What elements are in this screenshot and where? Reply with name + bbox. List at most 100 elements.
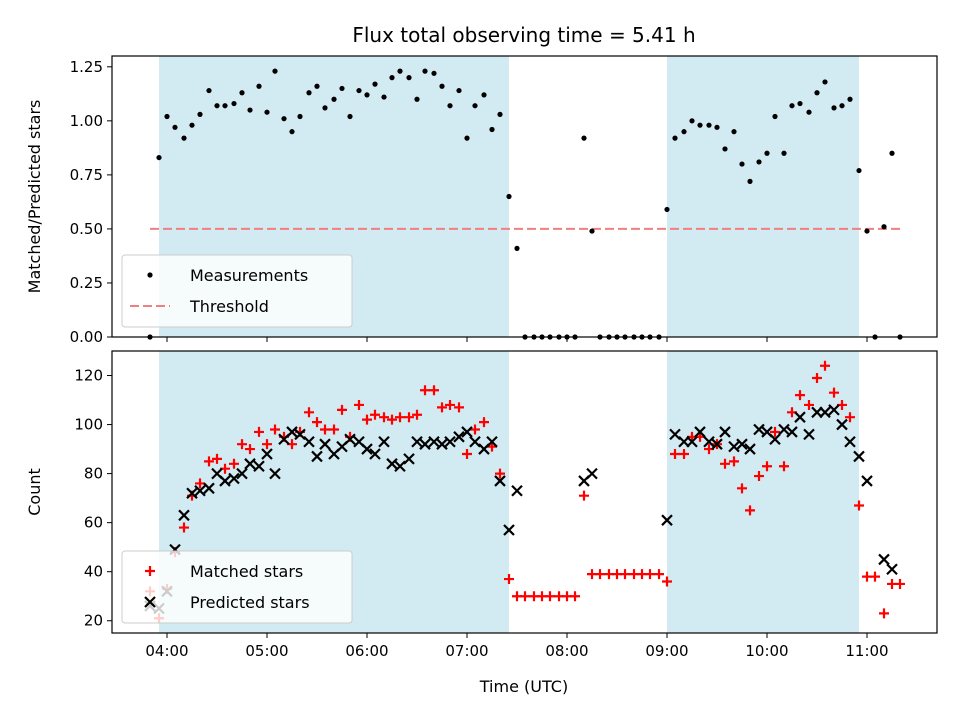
point bbox=[253, 460, 265, 473]
point bbox=[245, 444, 255, 455]
point bbox=[764, 150, 770, 156]
point bbox=[504, 574, 514, 585]
plot-frame bbox=[111, 350, 938, 634]
y-tick-label: 1.25 bbox=[70, 58, 103, 76]
point bbox=[381, 94, 387, 100]
point bbox=[314, 83, 320, 89]
x-tick-label: 07:00 bbox=[445, 642, 488, 660]
point bbox=[244, 458, 256, 470]
point bbox=[511, 484, 523, 497]
y-tick-label: 40 bbox=[84, 563, 103, 581]
point bbox=[479, 417, 489, 428]
y-tick-label: 20 bbox=[84, 612, 103, 630]
point bbox=[486, 435, 498, 448]
point bbox=[178, 509, 190, 522]
point bbox=[794, 411, 806, 423]
point bbox=[789, 103, 795, 109]
point bbox=[347, 113, 353, 120]
point bbox=[395, 412, 405, 423]
series-matched-stars bbox=[145, 360, 905, 624]
legend-label: Threshold bbox=[189, 297, 269, 316]
point bbox=[694, 426, 706, 438]
point bbox=[514, 245, 520, 251]
point bbox=[236, 467, 248, 480]
legend-box bbox=[121, 254, 353, 328]
y-axis-label: Count bbox=[25, 468, 44, 516]
point bbox=[164, 113, 170, 120]
point bbox=[403, 453, 415, 465]
point bbox=[795, 390, 805, 401]
legend: Measurements Threshold bbox=[121, 254, 353, 328]
point bbox=[886, 563, 898, 576]
point bbox=[456, 87, 462, 94]
point bbox=[681, 129, 687, 135]
point bbox=[744, 443, 756, 455]
point bbox=[803, 428, 815, 441]
point bbox=[378, 435, 390, 448]
point bbox=[745, 505, 755, 516]
y-tick-label: 120 bbox=[74, 367, 103, 385]
point bbox=[320, 424, 330, 435]
point bbox=[836, 418, 848, 431]
x-tick-label: 04:00 bbox=[145, 642, 188, 660]
point bbox=[853, 450, 865, 463]
point bbox=[428, 435, 440, 448]
point bbox=[362, 414, 372, 425]
shaded-interval-1 bbox=[667, 351, 859, 633]
y-tick-label: 80 bbox=[84, 465, 103, 483]
legend-label: Measurements bbox=[190, 266, 308, 285]
point bbox=[719, 426, 731, 438]
x-tick-label: 09:00 bbox=[645, 642, 688, 660]
point bbox=[747, 178, 753, 184]
point bbox=[756, 159, 762, 165]
point bbox=[254, 426, 264, 437]
point bbox=[689, 118, 695, 124]
point bbox=[814, 90, 820, 96]
point bbox=[229, 458, 239, 469]
point bbox=[736, 438, 748, 450]
point bbox=[819, 406, 831, 419]
point bbox=[256, 83, 262, 89]
point bbox=[414, 96, 420, 102]
point bbox=[461, 426, 473, 438]
point bbox=[303, 435, 315, 448]
y-axis-label: Matched/Predicted stars bbox=[25, 100, 44, 294]
point bbox=[703, 435, 715, 448]
point bbox=[189, 122, 195, 128]
point bbox=[797, 100, 803, 107]
point bbox=[686, 435, 698, 448]
legend-marker bbox=[145, 566, 155, 576]
point bbox=[372, 81, 378, 87]
point bbox=[331, 96, 337, 102]
point bbox=[769, 433, 781, 446]
point bbox=[722, 146, 728, 152]
legend: Matched stars Predicted stars bbox=[121, 550, 353, 624]
point bbox=[664, 206, 670, 213]
point bbox=[289, 129, 295, 135]
point bbox=[711, 438, 723, 450]
point bbox=[203, 482, 215, 495]
point bbox=[420, 385, 430, 396]
x-tick-label: 06:00 bbox=[345, 642, 388, 660]
point bbox=[822, 79, 828, 85]
point bbox=[404, 412, 414, 423]
point bbox=[247, 107, 253, 113]
point bbox=[762, 461, 772, 472]
point bbox=[387, 414, 397, 425]
point bbox=[770, 426, 780, 437]
point bbox=[322, 105, 328, 111]
point bbox=[429, 385, 439, 396]
chart-title: Flux total observing time = 5.41 h bbox=[352, 23, 695, 47]
point bbox=[753, 423, 765, 436]
point bbox=[570, 591, 580, 602]
y-tick-label: 0.50 bbox=[70, 220, 103, 238]
point bbox=[222, 103, 228, 109]
point bbox=[311, 450, 323, 463]
point bbox=[854, 500, 864, 511]
y-tick-label: 0.00 bbox=[70, 328, 103, 346]
point bbox=[464, 135, 470, 141]
point bbox=[454, 402, 464, 413]
x-tick-label: 08:00 bbox=[545, 642, 588, 660]
x-axis-label: Time (UTC) bbox=[479, 677, 568, 696]
